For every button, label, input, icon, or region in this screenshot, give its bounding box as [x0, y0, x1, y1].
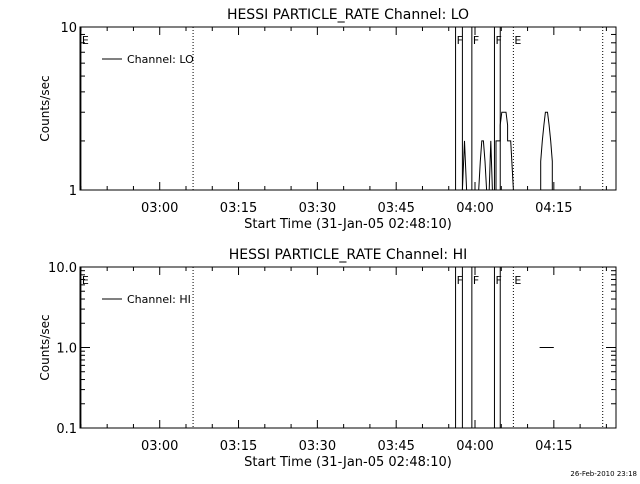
x-axis-label: Start Time (31-Jan-05 02:48:10) [244, 455, 452, 470]
x-tick-label: 03:45 [377, 201, 414, 216]
event-flag-label: E [82, 34, 89, 47]
series-line [488, 140, 493, 191]
y-tick-label: 1.0 [56, 342, 77, 357]
x-tick-label: 04:15 [535, 201, 572, 216]
series-line [478, 140, 488, 191]
x-tick-label: 03:00 [141, 201, 178, 216]
series-line [495, 111, 514, 191]
event-flag-label: E [514, 34, 521, 47]
x-tick-label: 03:00 [141, 439, 178, 454]
event-flag-label: F [457, 34, 463, 47]
x-tick-label: 03:15 [220, 439, 257, 454]
event-flag-label: F [457, 274, 463, 287]
x-tick-label: 04:00 [456, 201, 493, 216]
plot-frame [79, 26, 617, 191]
event-flag-label: E [82, 274, 89, 287]
y-axis-label: Counts/sec [38, 314, 52, 380]
plot-timestamp: 26-Feb-2010 23:18 [570, 470, 637, 478]
y-tick-label: 1 [69, 184, 77, 199]
chart-title: HESSI PARTICLE_RATE Channel: HI [229, 247, 467, 263]
y-tick-label: 10.0 [48, 261, 77, 276]
chart-panel-2: HESSI PARTICLE_RATE Channel: HI Start Tim… [38, 247, 617, 470]
chart-panel-1: HESSI PARTICLE_RATE Channel: LO Start Tim… [38, 7, 617, 232]
x-tick-label: 03:30 [299, 201, 336, 216]
event-flag-label: E [514, 274, 521, 287]
x-tick-label: 03:45 [377, 439, 414, 454]
x-axis-label: Start Time (31-Jan-05 02:48:10) [244, 217, 452, 232]
x-tick-label: 04:15 [535, 439, 572, 454]
x-tick-label: 03:30 [299, 439, 336, 454]
y-tick-label: 10 [60, 21, 77, 36]
series-line [540, 111, 553, 190]
event-flag-label: F [495, 274, 501, 287]
event-flag-label: F [473, 34, 479, 47]
x-tick-label: 03:15 [220, 201, 257, 216]
legend-label: Channel: HI [127, 293, 191, 306]
x-tick-label: 04:00 [456, 439, 493, 454]
event-flag-label: F [473, 274, 479, 287]
y-tick-label: 0.1 [56, 422, 77, 437]
event-flag-label: F [495, 34, 501, 47]
series-line [461, 140, 468, 191]
y-axis-label: Counts/sec [38, 75, 52, 141]
plot-frame [79, 266, 617, 429]
legend-label: Channel: LO [127, 53, 194, 66]
chart-title: HESSI PARTICLE_RATE Channel: LO [227, 7, 469, 23]
